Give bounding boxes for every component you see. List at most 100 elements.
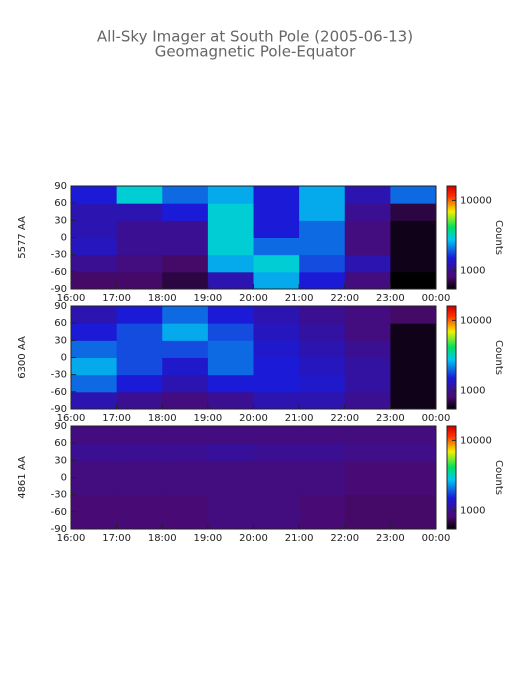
y-axis-label: 5577 AA bbox=[17, 216, 28, 259]
heatmap-cell bbox=[207, 306, 254, 324]
heatmap-cell bbox=[71, 494, 118, 513]
x-tick-label: 21:00 bbox=[285, 533, 314, 544]
heatmap-cell bbox=[253, 477, 300, 496]
heatmap-cell bbox=[71, 220, 118, 238]
heatmap-cell bbox=[344, 357, 391, 376]
y-tick-label: -30 bbox=[51, 490, 67, 501]
heatmap-cell bbox=[116, 220, 163, 238]
heatmap-cell bbox=[162, 306, 209, 324]
heatmap-cell bbox=[116, 323, 163, 341]
y-tick-label: 30 bbox=[54, 455, 67, 466]
heatmap-cell bbox=[162, 220, 209, 238]
heatmap-cell bbox=[344, 494, 391, 513]
heatmap-cell bbox=[390, 374, 437, 393]
heatmap-cell bbox=[71, 460, 118, 478]
heatmap-cell bbox=[116, 203, 163, 221]
heatmap-cell bbox=[390, 186, 437, 204]
heatmap-cell bbox=[344, 426, 391, 444]
heatmap-cell bbox=[71, 477, 118, 496]
colorbar-tick-label: 1000 bbox=[460, 386, 485, 397]
heatmap-cell bbox=[299, 323, 346, 341]
heatmap-cell bbox=[253, 374, 300, 393]
heatmap-cell bbox=[207, 271, 254, 290]
heatmap-cell bbox=[71, 306, 118, 324]
heatmap-cell bbox=[162, 494, 209, 513]
x-tick-label: 17:00 bbox=[102, 413, 131, 424]
heatmap-cell bbox=[390, 391, 437, 410]
heatmap-cell bbox=[207, 186, 254, 204]
heatmap-cell bbox=[253, 186, 300, 204]
x-tick-label: 20:00 bbox=[239, 533, 268, 544]
heatmap-cell bbox=[390, 443, 437, 461]
heatmap-cell bbox=[116, 443, 163, 461]
colorbar-tick-label: 10000 bbox=[460, 315, 492, 326]
heatmap-cell bbox=[71, 186, 118, 204]
y-tick-label: -30 bbox=[51, 370, 67, 381]
heatmap-cell bbox=[162, 186, 209, 204]
heatmap-cell bbox=[162, 254, 209, 273]
heatmap-cell bbox=[299, 237, 346, 256]
y-axis-label: 4861 AA bbox=[17, 456, 28, 499]
heatmap-cell bbox=[116, 186, 163, 204]
colorbar-label: Counts bbox=[493, 340, 504, 375]
y-tick-label: -60 bbox=[51, 387, 67, 398]
heatmap-cell bbox=[162, 203, 209, 221]
x-tick-label: 18:00 bbox=[148, 293, 177, 304]
heatmap-cell bbox=[299, 460, 346, 478]
y-tick-label: -60 bbox=[51, 267, 67, 278]
heatmap-cell bbox=[116, 426, 163, 444]
heatmap-cell bbox=[299, 426, 346, 444]
heatmap-cell bbox=[71, 323, 118, 341]
heatmap-cell bbox=[390, 340, 437, 358]
heatmap-cell bbox=[299, 391, 346, 410]
y-tick-label: 0 bbox=[61, 353, 67, 364]
colorbar bbox=[446, 305, 457, 410]
heatmap-cell bbox=[299, 271, 346, 290]
x-tick-label: 19:00 bbox=[193, 293, 222, 304]
y-tick-label: 0 bbox=[61, 473, 67, 484]
heatmap-cell bbox=[344, 203, 391, 221]
heatmap-cell bbox=[207, 477, 254, 496]
heatmap-cell bbox=[344, 477, 391, 496]
heatmap-cell bbox=[253, 426, 300, 444]
heatmap-cell bbox=[71, 271, 118, 290]
heatmap-cell bbox=[390, 237, 437, 256]
x-tick-label: 22:00 bbox=[330, 533, 359, 544]
heatmap-cell bbox=[162, 460, 209, 478]
heatmap-cell bbox=[344, 271, 391, 290]
heatmap-cell bbox=[71, 340, 118, 358]
heatmap-cell bbox=[207, 494, 254, 513]
heatmap-cell bbox=[116, 511, 163, 530]
heatmap-cell bbox=[71, 374, 118, 393]
y-tick-label: -90 bbox=[51, 404, 67, 415]
chart-title: All-Sky Imager at South Pole (2005-06-13… bbox=[97, 28, 413, 46]
heatmap-cell bbox=[116, 271, 163, 290]
y-tick-label: 90 bbox=[54, 181, 67, 192]
heatmap-cell bbox=[162, 426, 209, 444]
heatmap-cell bbox=[344, 254, 391, 273]
heatmap-cell bbox=[207, 220, 254, 238]
heatmap-cell bbox=[71, 254, 118, 273]
heatmap-cell bbox=[344, 391, 391, 410]
heatmap-cell bbox=[207, 426, 254, 444]
heatmap-cell bbox=[253, 460, 300, 478]
x-tick-label: 23:00 bbox=[376, 533, 405, 544]
heatmap-cell bbox=[299, 254, 346, 273]
y-tick-label: 60 bbox=[54, 318, 67, 329]
heatmap-cell bbox=[299, 203, 346, 221]
x-tick-label: 19:00 bbox=[193, 533, 222, 544]
heatmap-cell bbox=[207, 511, 254, 530]
heatmap-cell bbox=[207, 237, 254, 256]
heatmap-cell bbox=[116, 374, 163, 393]
heatmap-cell bbox=[116, 460, 163, 478]
x-tick-label: 21:00 bbox=[285, 293, 314, 304]
x-tick-label: 23:00 bbox=[376, 293, 405, 304]
heatmap-cell bbox=[390, 254, 437, 273]
heatmap-cell bbox=[71, 203, 118, 221]
x-tick-label: 00:00 bbox=[422, 293, 451, 304]
colorbar-label: Counts bbox=[493, 220, 504, 255]
heatmap-cell bbox=[390, 460, 437, 478]
heatmap-cell bbox=[390, 306, 437, 324]
heatmap-cell bbox=[299, 357, 346, 376]
